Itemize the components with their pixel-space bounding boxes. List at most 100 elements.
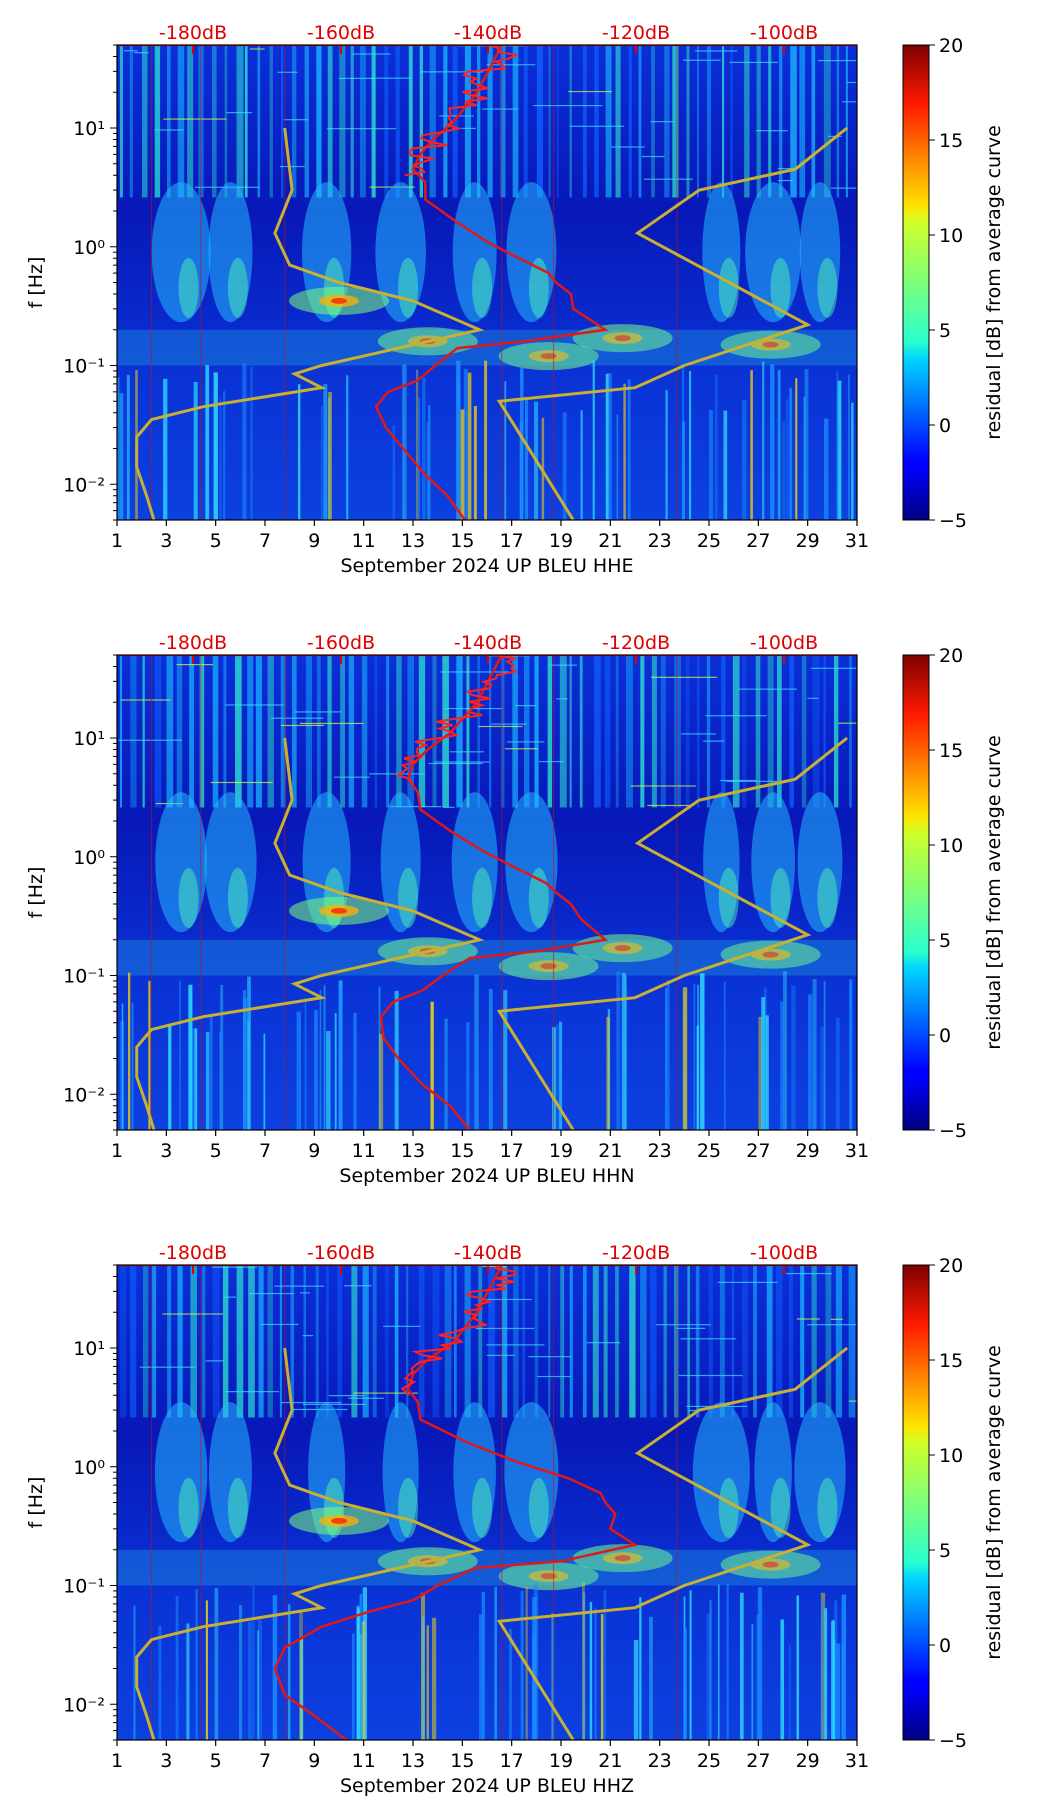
lf-streak <box>693 983 696 1130</box>
lf-streak <box>665 390 668 520</box>
x-tick-label: 9 <box>308 530 320 552</box>
hf-stripe <box>594 45 599 198</box>
hf-speckle <box>586 1342 621 1344</box>
lf-streak <box>789 387 793 520</box>
hf-speckle <box>683 59 721 61</box>
hf-stripe <box>348 655 355 808</box>
lf-streak <box>378 986 381 1130</box>
lf-streak <box>121 1003 124 1130</box>
hf-stripe <box>615 1265 619 1418</box>
lf-streak <box>851 402 854 520</box>
hf-stripe <box>686 45 690 198</box>
colorbar-tick-label: −5 <box>939 1120 967 1142</box>
lf-streak <box>639 1597 642 1740</box>
x-tick-label: 19 <box>549 1140 573 1162</box>
lf-streak <box>220 984 224 1130</box>
hf-stripe <box>464 45 471 198</box>
hf-speckle <box>449 751 484 753</box>
x-tick-label: 23 <box>648 530 672 552</box>
hf-stripe <box>696 45 699 198</box>
x-tick-label: 13 <box>401 530 425 552</box>
hf-speckle <box>641 155 665 158</box>
lf-streak <box>812 979 817 1130</box>
lf-streak <box>742 400 747 520</box>
hf-stripe <box>258 1265 264 1418</box>
lf-streak <box>168 1024 172 1130</box>
hf-stripe <box>708 1265 713 1418</box>
noise-burst-core <box>398 1477 419 1538</box>
hf-speckle <box>439 115 474 117</box>
y-tick-label: 10⁻¹ <box>63 966 105 988</box>
hf-stripe <box>386 655 390 808</box>
hf-stripe <box>800 1265 805 1418</box>
hf-speckle <box>848 1400 857 1402</box>
hf-stripe <box>337 1265 343 1418</box>
lf-streak <box>463 368 468 520</box>
lf-streak <box>556 1024 561 1130</box>
hf-stripe <box>719 1265 725 1418</box>
hf-speckle <box>688 1410 701 1412</box>
hf-stripe <box>811 1265 817 1418</box>
noise-burst-core <box>770 1477 791 1538</box>
hf-speckle <box>755 130 788 132</box>
noise-burst <box>382 1402 419 1543</box>
microseism-strip <box>117 939 857 976</box>
noise-burst-core <box>398 867 419 928</box>
hf-speckle <box>452 127 476 130</box>
hf-stripe <box>201 1265 206 1418</box>
hf-stripe <box>432 655 437 808</box>
lf-streak <box>466 1022 470 1130</box>
noise-burst <box>799 182 841 323</box>
hf-stripe <box>522 1265 526 1418</box>
lf-streak <box>504 381 507 520</box>
lf-streak <box>683 1627 688 1740</box>
lf-streak <box>689 1590 692 1740</box>
microseism-peak-core <box>540 353 557 360</box>
x-tick-label: 11 <box>352 1750 376 1772</box>
lf-streak <box>474 974 479 1130</box>
noise-burst-core <box>770 867 791 928</box>
hf-speckle <box>260 1323 299 1326</box>
lf-streak <box>394 990 399 1130</box>
noise-burst <box>702 182 741 323</box>
hf-speckle <box>568 90 612 93</box>
hf-speckle <box>248 1292 294 1295</box>
hf-stripe <box>823 45 831 198</box>
lf-streak <box>849 979 853 1130</box>
y-tick-label: 10⁻² <box>63 474 105 496</box>
lf-streak <box>242 363 247 520</box>
lf-streak <box>682 364 685 520</box>
hf-speckle <box>703 740 725 742</box>
hf-stripe <box>790 45 797 198</box>
hf-stripe <box>315 1265 319 1418</box>
microseism-peak-core <box>540 963 557 970</box>
lf-streak <box>362 1587 368 1740</box>
x-tick-label: 31 <box>845 530 869 552</box>
hf-stripe <box>350 45 354 198</box>
hf-stripe <box>756 45 761 198</box>
noise-burst <box>754 1402 792 1543</box>
lf-streak <box>841 1594 847 1740</box>
hf-speckle <box>550 664 577 666</box>
hf-stripe <box>615 655 619 808</box>
lf-streak <box>133 1605 136 1740</box>
lf-streak <box>252 1585 255 1740</box>
lf-streak <box>484 360 488 520</box>
lf-streak <box>323 384 328 520</box>
microseism-peak-core <box>762 951 779 958</box>
hf-stripe <box>247 655 254 808</box>
db-scale-label: -120dB <box>602 22 670 44</box>
lf-streak <box>606 1016 610 1130</box>
db-scale-label: -140dB <box>454 632 522 654</box>
db-scale-label: -120dB <box>602 632 670 654</box>
lf-streak <box>128 972 131 1130</box>
hf-speckle <box>486 1298 532 1301</box>
hf-stripe <box>248 1265 255 1418</box>
reference-curve-right <box>496 126 849 520</box>
hf-stripe <box>695 1265 700 1418</box>
hf-stripe <box>212 655 219 808</box>
average-curve <box>374 45 609 520</box>
hf-stripe <box>316 45 322 198</box>
hf-stripe <box>316 655 321 808</box>
hf-speckle <box>478 725 523 728</box>
